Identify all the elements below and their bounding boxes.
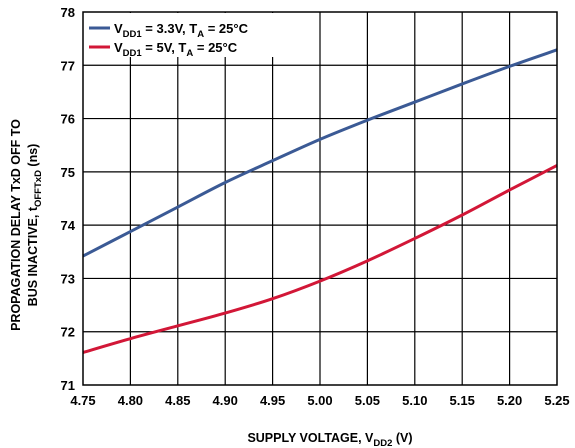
y-tick-label: 75 [61, 165, 75, 180]
legend-box [86, 13, 316, 57]
series-lines [82, 48, 558, 354]
x-tick-label: 5.20 [497, 393, 522, 408]
x-tick-label: 4.80 [118, 393, 143, 408]
y-axis-title-line-1: PROPAGATION DELAY TxD OFF TO [9, 119, 23, 331]
y-tick-label: 71 [61, 378, 75, 393]
legend-entry-series-1: VDD1 = 3.3V, TA = 25°C [114, 21, 249, 40]
y-tick-label: 76 [61, 112, 75, 127]
series-line-2 [82, 164, 558, 354]
x-tick-label: 5.10 [402, 393, 427, 408]
legend: VDD1 = 3.3V, TA = 25°C VDD1 = 5V, TA = 2… [86, 13, 316, 59]
x-tick-labels: 4.75 4.80 4.85 4.90 4.95 5.00 5.05 5.10 5.15 5.20… [70, 393, 569, 408]
y-tick-label: 73 [61, 271, 75, 286]
x-tick-label: 5.00 [307, 393, 332, 408]
y-axis-title: PROPAGATION DELAY TxD OFF TO BUS INACTIV… [9, 119, 44, 331]
y-tick-label: 74 [61, 218, 76, 233]
x-tick-label: 5.25 [544, 393, 569, 408]
x-tick-label: 4.95 [260, 393, 285, 408]
series-line-1 [82, 48, 558, 258]
y-tick-labels: 71 72 73 74 75 76 77 78 [61, 5, 76, 393]
x-tick-label: 4.75 [70, 393, 95, 408]
x-tick-label: 4.90 [213, 393, 238, 408]
x-tick-label: 5.05 [355, 393, 380, 408]
y-tick-label: 77 [61, 58, 75, 73]
x-tick-label: 5.15 [450, 393, 475, 408]
y-axis-title-line-2: BUS INACTIVE, tOFFTxD (ns) [26, 144, 44, 307]
grid [83, 12, 557, 385]
y-tick-label: 72 [61, 325, 75, 340]
legend-entry-series-2: VDD1 = 5V, TA = 25°C [114, 40, 238, 59]
plot-frame [82, 11, 558, 386]
x-tick-label: 4.85 [165, 393, 190, 408]
y-tick-label: 78 [61, 5, 75, 20]
x-axis-title: SUPPLY VOLTAGE, VDD2 (V) [247, 431, 412, 448]
